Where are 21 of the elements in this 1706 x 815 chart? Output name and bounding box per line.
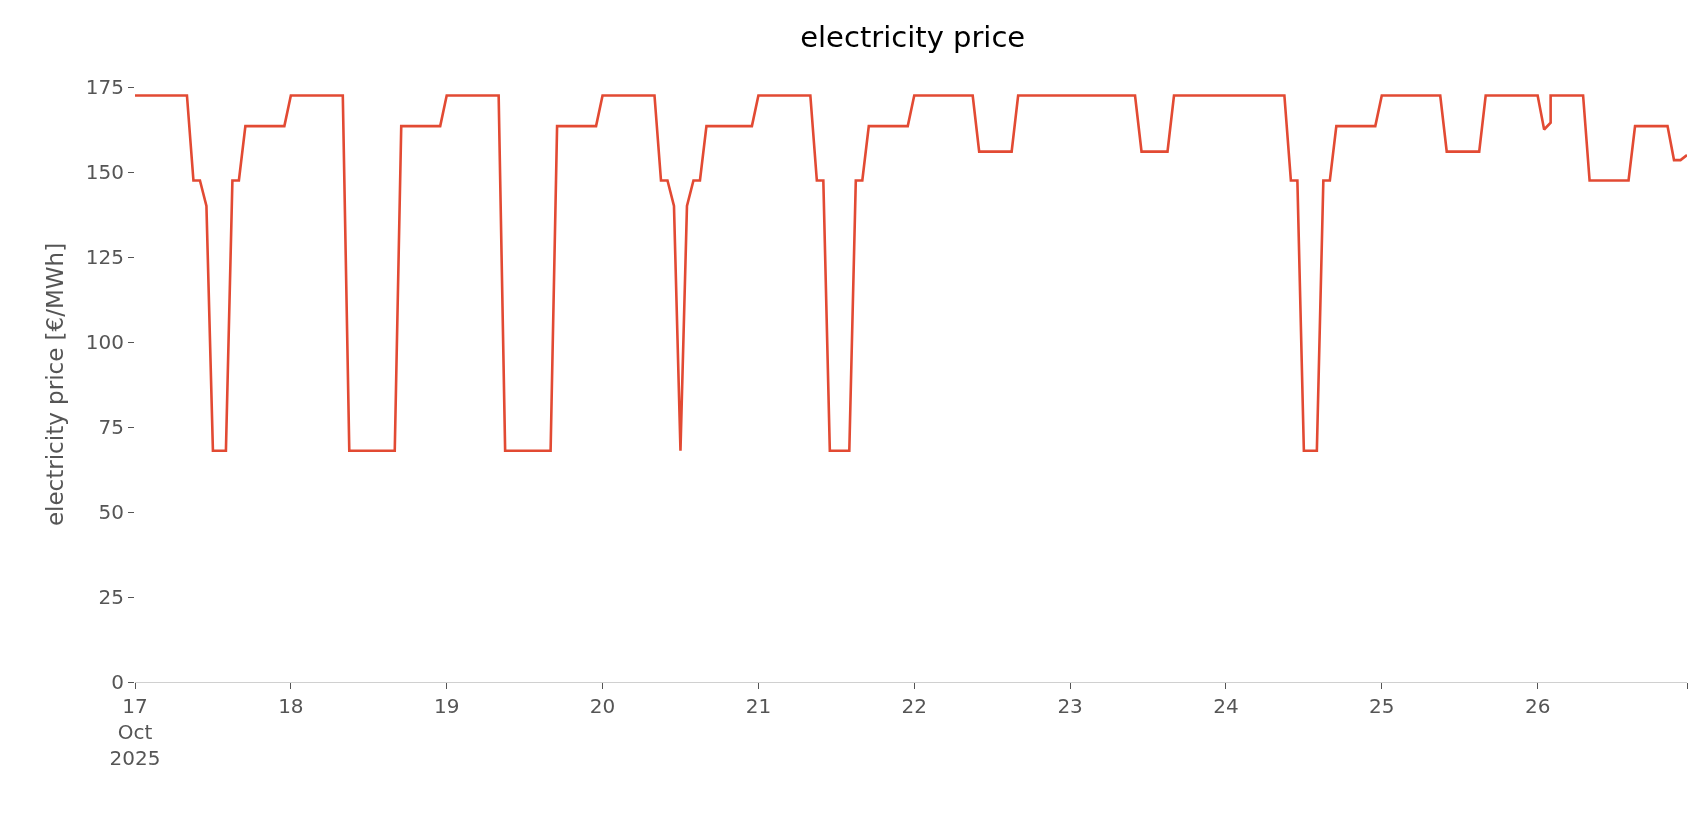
- x-tick-label: 23: [1057, 694, 1083, 718]
- x-tick-label: 18: [278, 694, 304, 718]
- x-tick-label: 21: [745, 694, 772, 718]
- x-tick-label: 25: [1369, 694, 1395, 718]
- x-tick-label: 17 Oct 2025: [109, 694, 161, 770]
- y-tick-label: 25: [98, 585, 124, 609]
- y-tick-label: 175: [85, 75, 124, 99]
- x-tick-label: 22: [901, 694, 927, 718]
- y-tick-label: 100: [85, 330, 124, 354]
- line-series: [135, 94, 1687, 453]
- y-tick-label: 75: [98, 415, 124, 439]
- x-tick-label: 26: [1524, 694, 1551, 718]
- y-tick-label: 50: [98, 500, 124, 524]
- y-tick-label: 0: [111, 670, 124, 694]
- y-axis-title: electricity price [€/MWh]: [42, 242, 69, 527]
- y-tick-label: 150: [85, 160, 124, 184]
- y-tick-label: 125: [85, 245, 124, 269]
- x-tick-label: 19: [433, 694, 460, 718]
- chart-title: electricity price: [800, 19, 1026, 54]
- x-tick-label: 20: [589, 694, 616, 718]
- x-tick-label: 24: [1213, 694, 1239, 718]
